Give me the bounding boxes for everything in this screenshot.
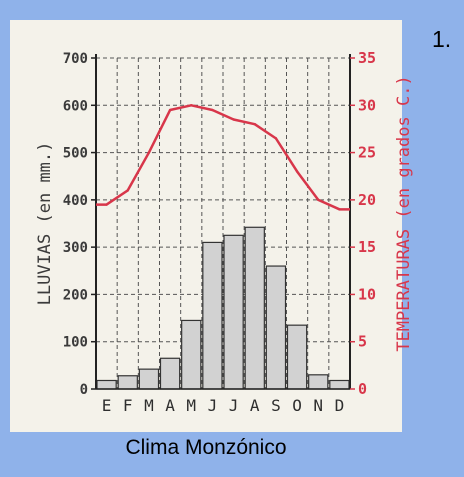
right-tick-label: 10: [358, 285, 376, 303]
left-tick-label: 700: [63, 51, 88, 67]
month-label: F: [123, 396, 133, 415]
left-axis-title: LLUVIAS (en mm.): [35, 142, 55, 306]
right-axis-title: TEMPERATURAS (en grados C.): [394, 75, 414, 351]
rainfall-bar: [308, 374, 329, 390]
month-label: D: [335, 396, 345, 415]
left-tick-label: 300: [63, 240, 88, 256]
left-tick-label: 100: [63, 335, 88, 351]
temperature-point: [105, 203, 108, 206]
temperature-point: [211, 108, 214, 112]
left-tick-label: 0: [80, 382, 88, 398]
month-label: M: [144, 396, 154, 415]
right-tick-label: 0: [358, 380, 367, 398]
rainfall-bar: [265, 265, 287, 390]
rainfall-bar: [117, 375, 138, 390]
rainfall-bar: [244, 226, 265, 390]
caption-strip: [10, 432, 402, 464]
rainfall-bar: [286, 324, 308, 390]
month-label: E: [102, 396, 112, 415]
temperature-point: [232, 118, 235, 121]
left-tick-label: 600: [63, 98, 88, 114]
left-tick-label: 200: [63, 287, 88, 303]
month-label: O: [292, 396, 302, 415]
rainfall-bar: [138, 368, 160, 390]
right-tick-label: 30: [358, 96, 376, 114]
month-label: A: [165, 396, 175, 415]
right-tick-label: 25: [358, 144, 376, 162]
temperature-point: [147, 151, 151, 154]
temperature-line: [96, 104, 350, 211]
month-label: J: [208, 396, 218, 415]
month-label: J: [229, 396, 239, 415]
temperature-point: [168, 108, 172, 112]
temperature-point: [295, 170, 299, 173]
chart-caption: Clima Monzónico: [125, 436, 287, 459]
rainfall-bar: [202, 241, 223, 390]
temperature-point: [253, 123, 256, 126]
month-label: A: [250, 396, 260, 415]
left-tick-label: 400: [63, 193, 88, 209]
rainfall-bar: [223, 234, 244, 390]
right-tick-label: 35: [358, 49, 376, 67]
month-label: N: [313, 396, 323, 415]
temperature-point: [317, 198, 320, 202]
right-tick-label: 5: [358, 333, 367, 351]
month-label: M: [186, 396, 196, 415]
rainfall-bar: [181, 319, 202, 390]
month-label: S: [271, 396, 281, 415]
temperature-point: [274, 137, 278, 140]
temperature-point: [126, 189, 129, 192]
temperature-point: [338, 208, 341, 211]
rainfall-bar: [159, 357, 181, 390]
right-tick-label: 15: [358, 238, 376, 256]
rainfall-bar: [96, 379, 117, 390]
left-tick-label: 500: [63, 146, 88, 162]
temperature-point: [190, 104, 193, 107]
rainfall-bar: [329, 379, 350, 390]
right-tick-label: 20: [358, 191, 376, 209]
figure-number: 1.: [432, 26, 452, 52]
